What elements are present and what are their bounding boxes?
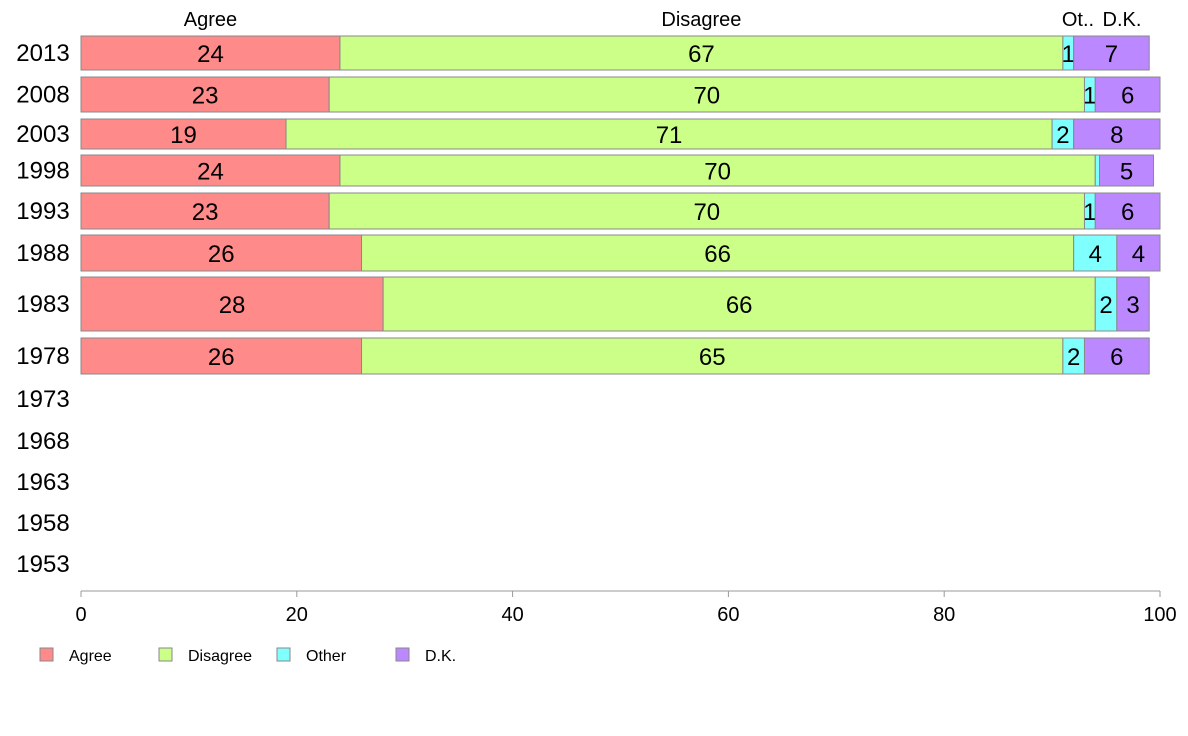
data-label-d-k-1978: 6 xyxy=(1110,344,1123,371)
y-tick-label-2013: 2013 xyxy=(16,40,69,67)
bar-disagree-1978 xyxy=(361,337,1064,375)
y-axis-labels: 2013 2008 2003 1998 1993 1988 1983 1978 1973 1968… xyxy=(16,40,69,578)
data-label-d-k-1983: 3 xyxy=(1126,292,1139,319)
data-label-agree-1978: 26 xyxy=(208,344,235,371)
data-label-agree-1983: 28 xyxy=(219,292,246,319)
bar-agree-1998 xyxy=(80,154,341,187)
bar-agree-1978 xyxy=(80,337,363,375)
bar-other-1998 xyxy=(1094,154,1101,187)
data-label-agree-1993: 23 xyxy=(192,199,219,226)
x-tick-label-20: 20 xyxy=(286,604,308,626)
data-label-d-k-2013: 7 xyxy=(1105,41,1118,68)
data-label-disagree-1998: 70 xyxy=(704,159,731,186)
y-tick-label-1998: 1998 xyxy=(16,158,69,185)
data-label-d-k-1998: 5 xyxy=(1120,159,1133,186)
legend-label-other: Other xyxy=(306,648,347,665)
legend-swatch-disagree xyxy=(158,647,173,662)
bar-disagree-1983 xyxy=(382,276,1096,332)
data-label-disagree-2003: 71 xyxy=(656,122,683,149)
column-header-d-k: D.K. xyxy=(1103,9,1142,31)
column-header-ot: Ot.. xyxy=(1062,9,1094,31)
bar-disagree-2013 xyxy=(339,35,1064,71)
data-label-disagree-1988: 66 xyxy=(704,241,731,268)
legend: Agree Disagree Other D.K. xyxy=(39,647,456,665)
column-header-agree: Agree xyxy=(184,9,237,31)
legend-swatch-agree xyxy=(39,647,54,662)
x-axis: 0 20 40 60 80 100 xyxy=(75,590,1177,626)
bar-disagree-1998 xyxy=(339,154,1096,187)
data-label-other-1993: 1 xyxy=(1083,199,1096,226)
data-label-agree-2003: 19 xyxy=(170,122,197,149)
data-label-disagree-1983: 66 xyxy=(726,292,753,319)
data-label-other-2008: 1 xyxy=(1083,83,1096,110)
y-tick-label-1983: 1983 xyxy=(16,291,69,318)
data-label-other-1983: 2 xyxy=(1099,292,1112,319)
y-tick-label-1988: 1988 xyxy=(16,240,69,267)
bar-other-1988 xyxy=(1073,234,1118,272)
bar-agree-1983 xyxy=(80,276,384,332)
data-label-d-k-2003: 8 xyxy=(1110,122,1123,149)
data-label-agree-1998: 24 xyxy=(197,159,224,186)
bar-d-k-1993 xyxy=(1094,192,1161,230)
bar-d-k-2013 xyxy=(1073,35,1150,71)
x-tick-label-40: 40 xyxy=(501,604,523,626)
data-label-disagree-1993: 70 xyxy=(693,199,720,226)
y-tick-label-1963: 1963 xyxy=(16,469,69,496)
y-tick-label-1953: 1953 xyxy=(16,551,69,578)
bar-d-k-2003 xyxy=(1073,118,1161,150)
data-label-other-1988: 4 xyxy=(1089,241,1102,268)
data-label-other-2003: 2 xyxy=(1056,122,1069,149)
x-tick-label-100: 100 xyxy=(1143,604,1176,626)
bar-d-k-1998 xyxy=(1099,154,1155,187)
legend-label-disagree: Disagree xyxy=(188,648,252,665)
x-tick-label-60: 60 xyxy=(717,604,739,626)
y-tick-label-1958: 1958 xyxy=(16,510,69,537)
legend-label-agree: Agree xyxy=(69,648,112,665)
legend-swatch-other xyxy=(276,647,291,662)
data-label-disagree-2008: 70 xyxy=(693,83,720,110)
data-label-other-2013: 1 xyxy=(1062,41,1075,68)
x-tick-label-80: 80 xyxy=(933,604,955,626)
bar-agree-2013 xyxy=(80,35,341,71)
data-label-agree-2013: 24 xyxy=(197,41,224,68)
bar-d-k-1978 xyxy=(1083,337,1150,375)
y-tick-label-2003: 2003 xyxy=(16,121,69,148)
data-label-other-1978: 2 xyxy=(1067,344,1080,371)
bar-d-k-1988 xyxy=(1116,234,1161,272)
bar-disagree-1993 xyxy=(328,192,1085,230)
column-header-disagree: Disagree xyxy=(661,9,741,31)
bar-agree-1988 xyxy=(80,234,363,272)
bar-disagree-1988 xyxy=(361,234,1075,272)
legend-swatch-d-k xyxy=(395,647,410,662)
data-label-d-k-1988: 4 xyxy=(1132,241,1145,268)
x-tick-label-0: 0 xyxy=(75,604,86,626)
bars-area: 24 67 1 723 70 1 619 71 2 824 70 523 70 1 626 66 4 428 66 2… xyxy=(80,35,1161,375)
y-tick-label-1968: 1968 xyxy=(16,428,69,455)
column-headers: Agree Disagree Ot.. D.K. xyxy=(184,9,1142,31)
bar-disagree-2003 xyxy=(285,118,1053,150)
data-label-d-k-1993: 6 xyxy=(1121,199,1134,226)
data-label-disagree-2013: 67 xyxy=(688,41,715,68)
data-label-d-k-2008: 6 xyxy=(1121,83,1134,110)
data-label-agree-2008: 23 xyxy=(192,83,219,110)
bar-agree-1993 xyxy=(80,192,330,230)
bar-agree-2003 xyxy=(80,118,287,150)
bar-disagree-2008 xyxy=(328,76,1085,113)
y-tick-label-1973: 1973 xyxy=(16,386,69,413)
y-tick-label-1978: 1978 xyxy=(16,343,69,370)
data-label-agree-1988: 26 xyxy=(208,241,235,268)
y-tick-label-2008: 2008 xyxy=(16,82,69,109)
bar-d-k-2008 xyxy=(1094,76,1161,113)
y-tick-label-1993: 1993 xyxy=(16,198,69,225)
data-label-disagree-1978: 65 xyxy=(699,344,726,371)
bar-d-k-1983 xyxy=(1116,276,1150,332)
legend-label-d-k: D.K. xyxy=(425,648,456,665)
